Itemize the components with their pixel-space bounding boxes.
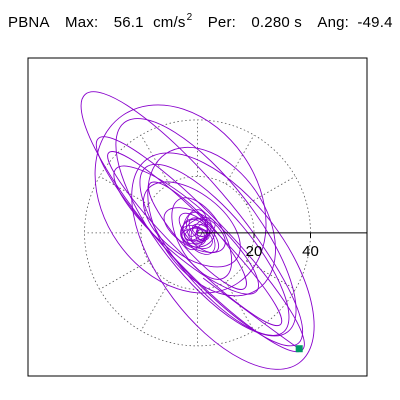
max-unit: cm/s — [153, 14, 186, 31]
radial-spoke-210 — [99, 260, 149, 290]
max-label: Max: — [65, 14, 99, 31]
radial-spoke-60 — [225, 134, 255, 185]
max-unit-superscript: 2 — [186, 12, 193, 23]
trace-loop-8 — [148, 181, 247, 290]
trace-loop-3 — [115, 118, 297, 337]
trace-center-loop-11 — [197, 229, 205, 242]
period-value: 0.280 s — [251, 14, 302, 31]
trace-tail — [202, 277, 300, 350]
trace-center-loop-14 — [183, 217, 216, 242]
trace-center-loop-9 — [180, 225, 213, 250]
end-marker-group — [295, 345, 303, 353]
radial-spoke-30 — [246, 176, 296, 205]
trace-loop-10 — [171, 197, 233, 280]
radial-tick-label-20: 20 — [246, 243, 263, 260]
trace-loop-6 — [113, 165, 259, 295]
plot-title: PBNA Max: 56.1 cm/s2 Per: 0.280 s Ang: -… — [8, 12, 393, 36]
trace-loop-14 — [131, 152, 315, 370]
end-point-marker — [295, 345, 303, 353]
trace-center-loop-12 — [195, 223, 208, 243]
trace-loop-15 — [94, 104, 267, 294]
station-code: PBNA — [8, 14, 50, 31]
angle-value: -49.4 — [357, 14, 393, 31]
trace-loop-7 — [147, 146, 276, 297]
trace-loop-11 — [163, 207, 226, 253]
angle-label: Ang: — [317, 14, 350, 31]
trace-loop-9 — [142, 181, 241, 268]
period-label: Per: — [207, 14, 237, 31]
radial-tick-label-40: 40 — [302, 243, 319, 260]
trace-loop-4 — [107, 151, 283, 327]
radial-spoke-240 — [140, 281, 170, 331]
trace-center-loop-10 — [182, 218, 216, 255]
max-value: 56.1 — [113, 14, 144, 31]
radial-spoke-150 — [99, 176, 149, 205]
radial-axis: 20 40 — [197, 232, 367, 260]
radial-spoke-120 — [140, 134, 170, 185]
